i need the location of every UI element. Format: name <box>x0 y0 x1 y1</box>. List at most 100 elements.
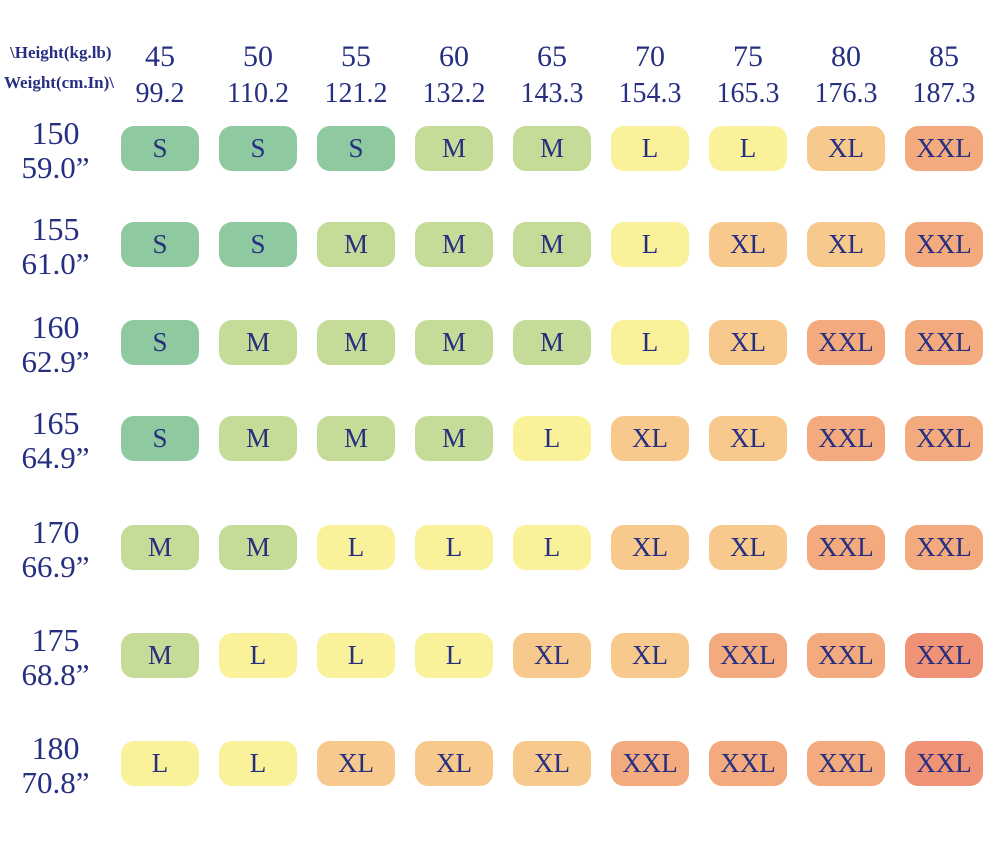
column-header-kg: 50 <box>243 40 273 73</box>
size-cell-wrap: XL <box>601 633 699 741</box>
size-cell: M <box>415 126 493 171</box>
size-cell-wrap: L <box>601 320 699 416</box>
size-cell-wrap: M <box>111 633 209 741</box>
size-cell: XL <box>709 525 787 570</box>
size-cell: M <box>219 525 297 570</box>
size-cell: XXL <box>807 633 885 678</box>
column-header-lb: 132.2 <box>422 78 486 109</box>
column-header-65: 65 143.3 <box>503 0 601 126</box>
size-cell-wrap: L <box>601 126 699 222</box>
size-cell-wrap: S <box>111 126 209 222</box>
column-header-lb: 143.3 <box>520 78 584 109</box>
column-header-50: 50 110.2 <box>209 0 307 126</box>
size-cell-wrap: M <box>503 320 601 416</box>
size-cell: XXL <box>709 633 787 678</box>
column-header-60: 60 132.2 <box>405 0 503 126</box>
size-cell: M <box>317 416 395 461</box>
size-cell-wrap: L <box>503 416 601 525</box>
column-header-lb: 187.3 <box>912 78 976 109</box>
size-cell: XL <box>513 633 591 678</box>
column-header-kg: 80 <box>831 40 861 73</box>
size-cell: S <box>219 222 297 267</box>
size-cell: XXL <box>807 320 885 365</box>
size-cell-wrap: M <box>307 222 405 320</box>
size-cell: M <box>415 320 493 365</box>
column-header-70: 70 154.3 <box>601 0 699 126</box>
size-cell-wrap: L <box>699 126 797 222</box>
size-cell: L <box>513 525 591 570</box>
size-cell: XL <box>709 416 787 461</box>
column-header-kg: 85 <box>929 40 959 73</box>
size-cell-wrap: M <box>307 320 405 416</box>
row-header-cm: 160 <box>31 309 80 345</box>
size-cell: XL <box>317 741 395 786</box>
size-cell-wrap: M <box>405 416 503 525</box>
row-header-cm: 155 <box>31 211 80 247</box>
size-cell: XL <box>709 320 787 365</box>
size-cell-wrap: XXL <box>797 741 895 844</box>
size-cell-wrap: S <box>209 222 307 320</box>
size-cell: L <box>611 222 689 267</box>
size-cell: XXL <box>905 416 983 461</box>
size-cell-wrap: XXL <box>895 222 993 320</box>
size-cell: XXL <box>905 525 983 570</box>
size-cell: XL <box>415 741 493 786</box>
size-cell-wrap: M <box>405 126 503 222</box>
row-header-cm: 180 <box>31 730 80 766</box>
size-cell-wrap: M <box>405 222 503 320</box>
row-header-cm: 170 <box>31 514 80 550</box>
row-header-175: 175 68.8” <box>0 623 111 741</box>
column-header-lb: 176.3 <box>814 78 878 109</box>
column-header-kg: 75 <box>733 40 763 73</box>
size-cell: M <box>121 525 199 570</box>
size-cell-wrap: XL <box>503 741 601 844</box>
size-cell: L <box>219 741 297 786</box>
row-header-180: 180 70.8” <box>0 731 111 844</box>
size-cell-wrap: XL <box>699 222 797 320</box>
row-header-inch: 64.9” <box>21 440 90 475</box>
column-header-kg: 65 <box>537 40 567 73</box>
size-cell-wrap: M <box>405 320 503 416</box>
row-header-inch: 68.8” <box>21 657 90 692</box>
row-header-155: 155 61.0” <box>0 212 111 320</box>
column-header-lb: 99.2 <box>135 78 185 109</box>
size-cell-wrap: XL <box>503 633 601 741</box>
size-cell: L <box>415 525 493 570</box>
size-cell: M <box>415 416 493 461</box>
size-cell-wrap: XXL <box>601 741 699 844</box>
size-cell: XL <box>513 741 591 786</box>
row-header-inch: 70.8” <box>21 765 90 800</box>
size-cell: XXL <box>807 525 885 570</box>
size-cell: XXL <box>905 126 983 171</box>
size-cell-wrap: XXL <box>895 525 993 633</box>
size-cell-wrap: M <box>209 525 307 633</box>
column-header-85: 85 187.3 <box>895 0 993 126</box>
size-cell: XXL <box>905 222 983 267</box>
row-header-150: 150 59.0” <box>0 116 111 222</box>
column-header-kg: 55 <box>341 40 371 73</box>
size-cell: L <box>415 633 493 678</box>
size-cell-wrap: L <box>405 525 503 633</box>
size-cell: XXL <box>905 741 983 786</box>
size-cell-wrap: XL <box>797 126 895 222</box>
size-cell: M <box>513 222 591 267</box>
size-cell-wrap: L <box>307 633 405 741</box>
size-cell-wrap: XL <box>699 416 797 525</box>
size-cell-wrap: M <box>209 320 307 416</box>
column-header-lb: 165.3 <box>716 78 780 109</box>
size-cell-wrap: XXL <box>895 416 993 525</box>
size-cell-wrap: XL <box>699 525 797 633</box>
size-cell: M <box>121 633 199 678</box>
size-cell-wrap: L <box>209 633 307 741</box>
size-cell-wrap: XXL <box>895 320 993 416</box>
row-header-inch: 66.9” <box>21 549 90 584</box>
column-header-lb: 110.2 <box>227 78 289 109</box>
column-header-lb: 154.3 <box>618 78 682 109</box>
size-cell-wrap: L <box>111 741 209 844</box>
column-header-45: 45 99.2 <box>111 0 209 126</box>
size-cell-wrap: M <box>209 416 307 525</box>
size-cell-wrap: XL <box>699 320 797 416</box>
size-cell: XL <box>611 416 689 461</box>
column-header-80: 80 176.3 <box>797 0 895 126</box>
